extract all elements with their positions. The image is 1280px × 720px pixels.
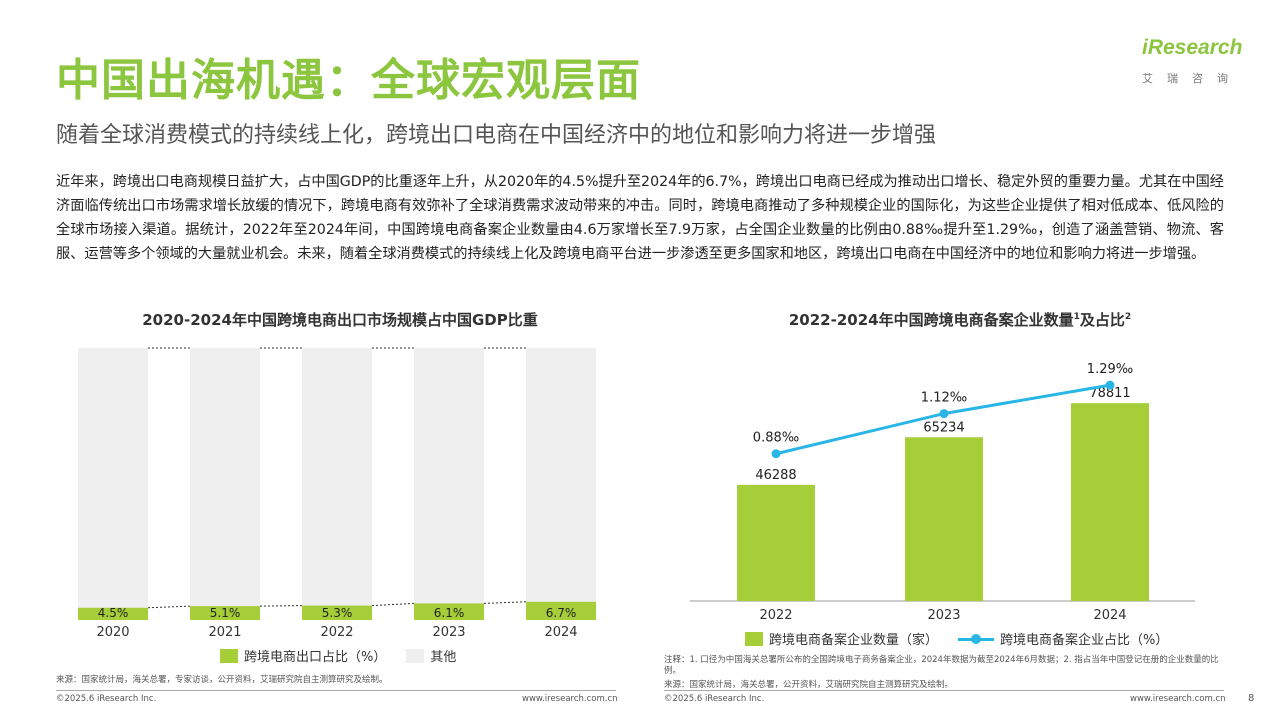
legend-label-count: 跨境电商备案企业数量（家） [769,633,939,648]
bar-other-2023 [414,348,484,604]
bar-count-2023 [905,437,983,601]
bar-other-2021 [190,348,260,607]
ratio-label-2023: 1.12‰ [921,391,967,406]
ratio-label-2022: 0.88‰ [753,431,799,446]
iresearch-logo-subtitle: 艾瑞咨询 [1142,72,1242,85]
legend-label-other: 其他 [430,650,457,665]
chart1-title: 2020-2024年中国跨境电商出口市场规模占中国GDP比重 [142,311,538,329]
page-number: 8 [1248,693,1255,704]
x-tick-2023: 2023 [927,608,960,623]
chart2-title-sup2: 2 [1124,312,1132,322]
legend-label-ratio: 跨境电商备案企业占比（%） [1000,633,1169,648]
page-title: 中国出海机遇：全球宏观层面 [56,55,641,106]
x-tick-2020: 2020 [96,625,129,640]
bar-count-2022 [737,484,815,601]
legend-swatch-ratio [958,632,995,646]
x-tick-2024: 2024 [1093,608,1126,623]
connector-share-2 [371,602,415,607]
footer-divider-left [56,690,616,691]
bar-count-label-2023: 65234 [923,420,964,435]
legend-swatch-count [745,631,763,646]
bar-share-2021 [190,606,260,620]
bar-other-2020 [78,348,148,608]
x-tick-2024: 2024 [544,625,577,640]
website-link-left[interactable]: www.iresearch.com.cn [522,694,618,704]
x-tick-2022: 2022 [759,608,792,623]
legend-swatch-share [220,648,238,663]
chart1-svg: 4.5% 2020 5.1% 2021 5.3% 2022 6.1% 2023 6.7% 2024 [78,347,596,640]
page-subtitle: 随着全球消费模式的持续线上化，跨境出口电商在中国经济中的地位和影响力将进一步增强 [56,123,937,148]
chart2-title-mid: 及占比 [1079,311,1125,329]
bar-label-2023: 6.1% [434,606,465,620]
connector-share-0 [147,605,191,609]
ratio-point-2022 [771,449,781,459]
connector-share-3 [483,601,527,604]
chart2-title-main: 2022-2024年中国跨境电商备案企业数量 [788,311,1074,329]
chart2-svg: 46288 2022 65234 2023 78811 2024 0.88‰ 1.12‰ 1.2… [690,362,1195,623]
chart1-source: 来源：国家统计局，海关总署，专家访谈，公开资料，艾瑞研究院自主测算研究及绘制。 [56,675,388,685]
bar-share-2022 [302,605,372,620]
ratio-point-2024 [1105,380,1115,390]
bar-count-label-2022: 46288 [755,468,796,483]
bar-other-2022 [302,348,372,606]
chart2-source: 来源：国家统计局，海关总署，公开资料，艾瑞研究院自主测算研究及绘制。 [664,680,954,690]
bar-label-2021: 5.1% [210,606,241,620]
bar-label-2024: 6.7% [546,606,577,620]
legend-label-share: 跨境电商出口占比（%） [244,650,387,665]
connector-share-1 [259,605,303,607]
x-tick-2022: 2022 [320,625,353,640]
chart2-note: 注释：1. 口径为中国海关总署所公布的全国跨境电子商务备案企业，2024年数据为… [664,655,1219,676]
bar-count-label-2024: 78811 [1089,386,1130,401]
legend-swatch-other [406,648,425,663]
bar-label-2022: 5.3% [322,606,353,620]
bar-share-2020 [78,607,148,620]
bar-count-2024 [1071,403,1149,601]
copyright-right: ©2025.6 iResearch Inc. [664,694,765,704]
footer-divider-right [664,690,1224,691]
iresearch-logo: iResearch [1142,36,1243,59]
bar-label-2020: 4.5% [98,606,129,620]
ratio-label-2024: 1.29‰ [1087,362,1133,377]
chart1-legend: 跨境电商出口占比（%） 其他 [220,646,476,665]
website-link-right[interactable]: www.iresearch.com.cn [1130,694,1226,704]
x-tick-2021: 2021 [208,625,241,640]
chart2-title-sup1: 1 [1073,312,1080,322]
bar-share-2023 [414,603,484,620]
intro-paragraph: 近年来，跨境出口电商规模日益扩大，占中国GDP的比重逐年上升，从2020年的4.… [56,174,1224,262]
x-tick-2023: 2023 [432,625,465,640]
ratio-point-2023 [939,409,949,419]
chart2-legend: 跨境电商备案企业数量（家） 跨境电商备案企业占比（%） [745,629,1188,648]
chart2-title: 2022-2024年中国跨境电商备案企业数量1及占比2 [700,309,1220,330]
bar-share-2024 [526,601,596,620]
copyright-left: ©2025.6 iResearch Inc. [56,694,157,704]
bar-other-2024 [526,348,596,602]
